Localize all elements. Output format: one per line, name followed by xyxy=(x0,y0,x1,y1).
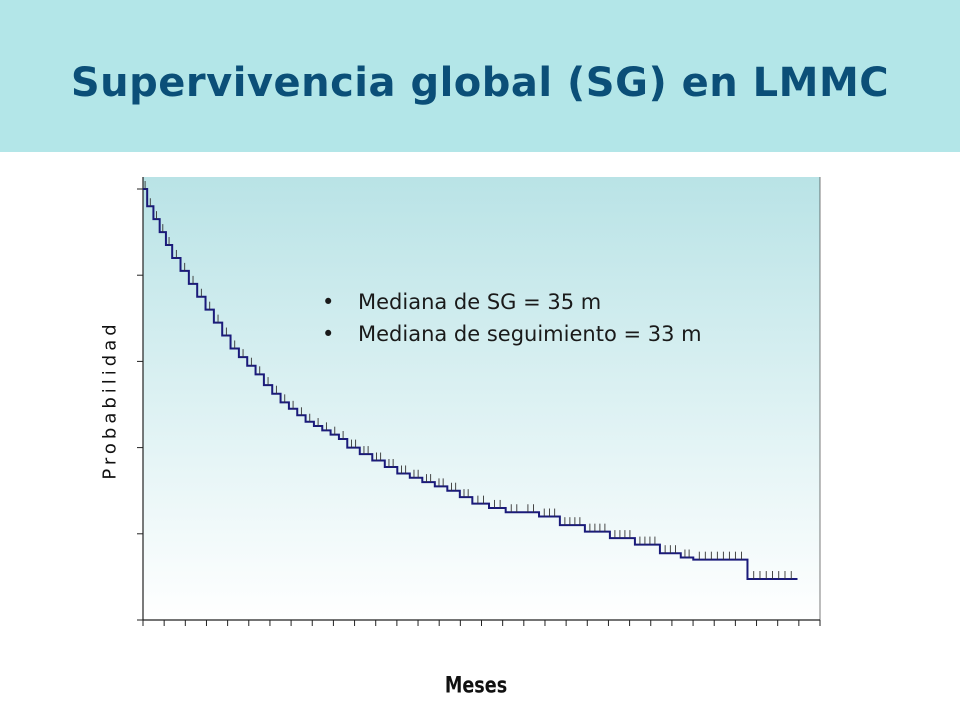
survival-curve xyxy=(143,188,798,581)
x-axis-label: Meses xyxy=(444,673,508,699)
curve-layer xyxy=(143,181,798,581)
notes-list: • Mediana de SG = 35 m • Mediana de seguim… xyxy=(322,286,702,350)
slide-title: Supervivencia global (SG) en LMMC xyxy=(70,60,890,106)
bullet-icon: • xyxy=(322,322,335,346)
note-text: Mediana de SG = 35 m xyxy=(358,290,602,314)
plot-area xyxy=(143,177,820,620)
note-median-followup: • Mediana de seguimiento = 33 m xyxy=(322,318,702,350)
note-text: Mediana de seguimiento = 33 m xyxy=(358,322,702,346)
axes xyxy=(137,177,821,626)
y-axis-label: Probabilidad xyxy=(99,320,121,480)
bullet-icon: • xyxy=(322,290,335,314)
note-median-sg: • Mediana de SG = 35 m xyxy=(322,286,702,318)
title-band xyxy=(0,0,960,152)
